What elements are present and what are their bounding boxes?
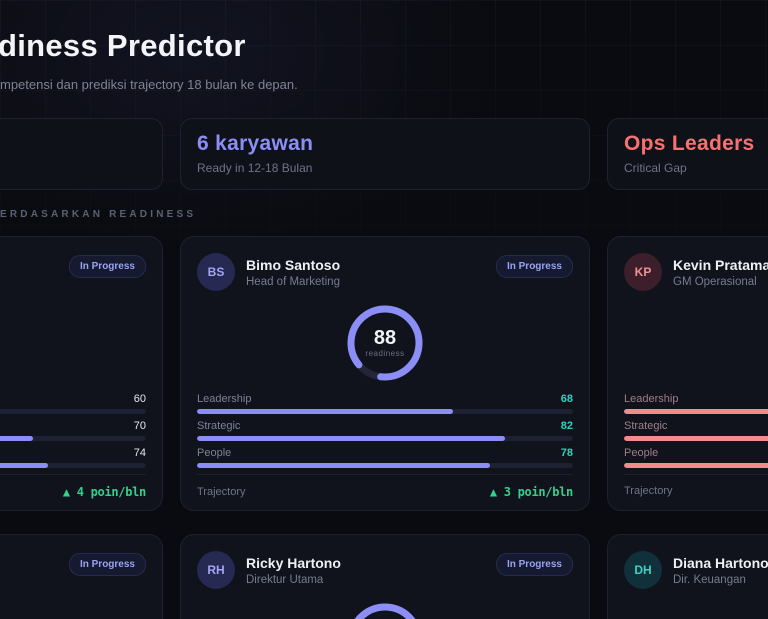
bar-track (0, 409, 146, 414)
stat-card-ready[interactable]: 6 karyawan Ready in 12-18 Bulan (180, 118, 590, 190)
status-badge: In Progress (495, 553, 573, 576)
employee-identity (0, 569, 58, 572)
stat-caption: Critical Gap (624, 161, 687, 175)
competency-bar: 70 (0, 420, 146, 441)
avatar: RH (197, 551, 235, 589)
competency-bar: People 78 (197, 447, 573, 468)
employee-card-header: DH Diana Hartono Dir. Keuangan (624, 551, 768, 589)
employee-name: Ricky Hartono (246, 554, 341, 571)
employee-role: Head of Marketing (246, 275, 340, 288)
bar-track (624, 436, 768, 441)
employee-name: Bimo Santoso (246, 256, 341, 273)
employee-card-diana-hartono[interactable]: DH Diana Hartono Dir. Keuangan (607, 534, 768, 619)
trajectory-row: Trajectory ▲ 3 poin/bln (197, 474, 573, 499)
employee-card-kevin-pratama[interactable]: KP Kevin Pratama GM Operasional Leadersh… (607, 236, 768, 511)
stat-value: Ops Leaders (624, 132, 755, 155)
employee-card-header: RH Ricky Hartono Direktur Utama In Progr… (197, 551, 573, 589)
employee-identity: Ricky Hartono Direktur Utama (246, 555, 485, 586)
trajectory-value: ▲ 4 poin/bln (62, 485, 146, 499)
competency-bar: Strategic 82 (197, 420, 573, 441)
status-badge: In Progress (68, 255, 146, 278)
bar-label: Strategic (197, 420, 241, 432)
trajectory-label: Trajectory (624, 485, 673, 497)
status-badge: In Progress (68, 553, 146, 576)
stat-card-critical-gap[interactable]: Ops Leaders Critical Gap (607, 118, 768, 190)
bar-label: People (624, 447, 659, 459)
bar-fill (0, 436, 34, 441)
competency-bars: 60 70 74 (0, 393, 146, 474)
stat-value: 6 karyawan (197, 132, 314, 155)
bar-value: 60 (133, 393, 146, 405)
trajectory-row: ▲ 4 poin/bln (0, 474, 146, 499)
trajectory-value: ▲ 3 poin/bln (489, 485, 573, 499)
bar-fill (197, 409, 453, 414)
status-badge: In Progress (495, 255, 573, 278)
stat-caption: Ready in 12-18 Bulan (197, 161, 313, 175)
trajectory-label: Trajectory (197, 486, 246, 498)
employee-identity: Diana Hartono Dir. Keuangan (673, 555, 768, 586)
employee-identity: Bimo Santoso Head of Marketing (246, 257, 485, 288)
bar-fill (197, 436, 506, 441)
competency-bars: Leadership Strategic People (624, 393, 768, 474)
employee-card[interactable]: In Progress (0, 534, 163, 619)
employee-role: GM Operasional (673, 275, 757, 288)
bar-fill (0, 463, 49, 468)
page-subtitle: mpetensi dan prediksi trajectory 18 bula… (0, 77, 298, 92)
bar-label: Leadership (624, 393, 679, 405)
bar-track (624, 463, 768, 468)
bar-fill (624, 436, 768, 441)
bar-fill (624, 463, 768, 468)
competency-bar: Leadership 68 (197, 393, 573, 414)
avatar: KP (624, 253, 662, 291)
bar-value: 82 (560, 420, 573, 432)
stat-card-partial[interactable] (0, 118, 163, 190)
competency-bar: Leadership (624, 393, 768, 414)
competency-bar: 60 (0, 393, 146, 414)
bar-track (0, 436, 146, 441)
bar-track (624, 409, 768, 414)
section-label: ERDASARKAN READINESS (0, 209, 197, 220)
employee-card-header: BS Bimo Santoso Head of Marketing In Pro… (197, 253, 573, 291)
readiness-ring: 88 readiness (343, 301, 427, 385)
competency-bar: People (624, 447, 768, 468)
employee-name: Kevin Pratama (673, 256, 768, 273)
employee-card[interactable]: In Progress 60 70 74 (0, 236, 163, 511)
page-title: diness Predictor (0, 28, 246, 63)
employee-identity (0, 271, 58, 274)
trajectory-row: Trajectory (624, 474, 768, 497)
employee-card-header: In Progress (0, 253, 146, 291)
employee-name: Diana Hartono (673, 554, 768, 571)
ring-label: readiness (365, 349, 405, 358)
bar-label: People (197, 447, 232, 459)
ring-value: 88 (373, 327, 397, 349)
employee-role: Direktur Utama (246, 573, 324, 586)
employee-identity: Kevin Pratama GM Operasional (673, 257, 768, 288)
employee-card-ricky-hartono[interactable]: RH Ricky Hartono Direktur Utama In Progr… (180, 534, 590, 619)
bar-value: 70 (133, 420, 146, 432)
bar-fill (197, 463, 491, 468)
employee-card-bimo-santoso[interactable]: BS Bimo Santoso Head of Marketing In Pro… (180, 236, 590, 511)
avatar: DH (624, 551, 662, 589)
bar-label: Leadership (197, 393, 252, 405)
competency-bar: Strategic (624, 420, 768, 441)
bar-track (0, 463, 146, 468)
bar-track (197, 436, 573, 441)
readiness-ring (343, 599, 427, 619)
employee-card-header: In Progress (0, 551, 146, 589)
employee-role: Dir. Keuangan (673, 573, 746, 586)
bar-value: 78 (560, 447, 573, 459)
bar-value: 68 (560, 393, 573, 405)
avatar: BS (197, 253, 235, 291)
bar-track (197, 409, 573, 414)
bar-fill (624, 409, 768, 414)
employee-card-header: KP Kevin Pratama GM Operasional (624, 253, 768, 291)
bar-value: 74 (133, 447, 146, 459)
competency-bars: Leadership 68 Strategic 82 People 78 (197, 393, 573, 474)
bar-label: Strategic (624, 420, 668, 432)
competency-bar: 74 (0, 447, 146, 468)
bar-track (197, 463, 573, 468)
